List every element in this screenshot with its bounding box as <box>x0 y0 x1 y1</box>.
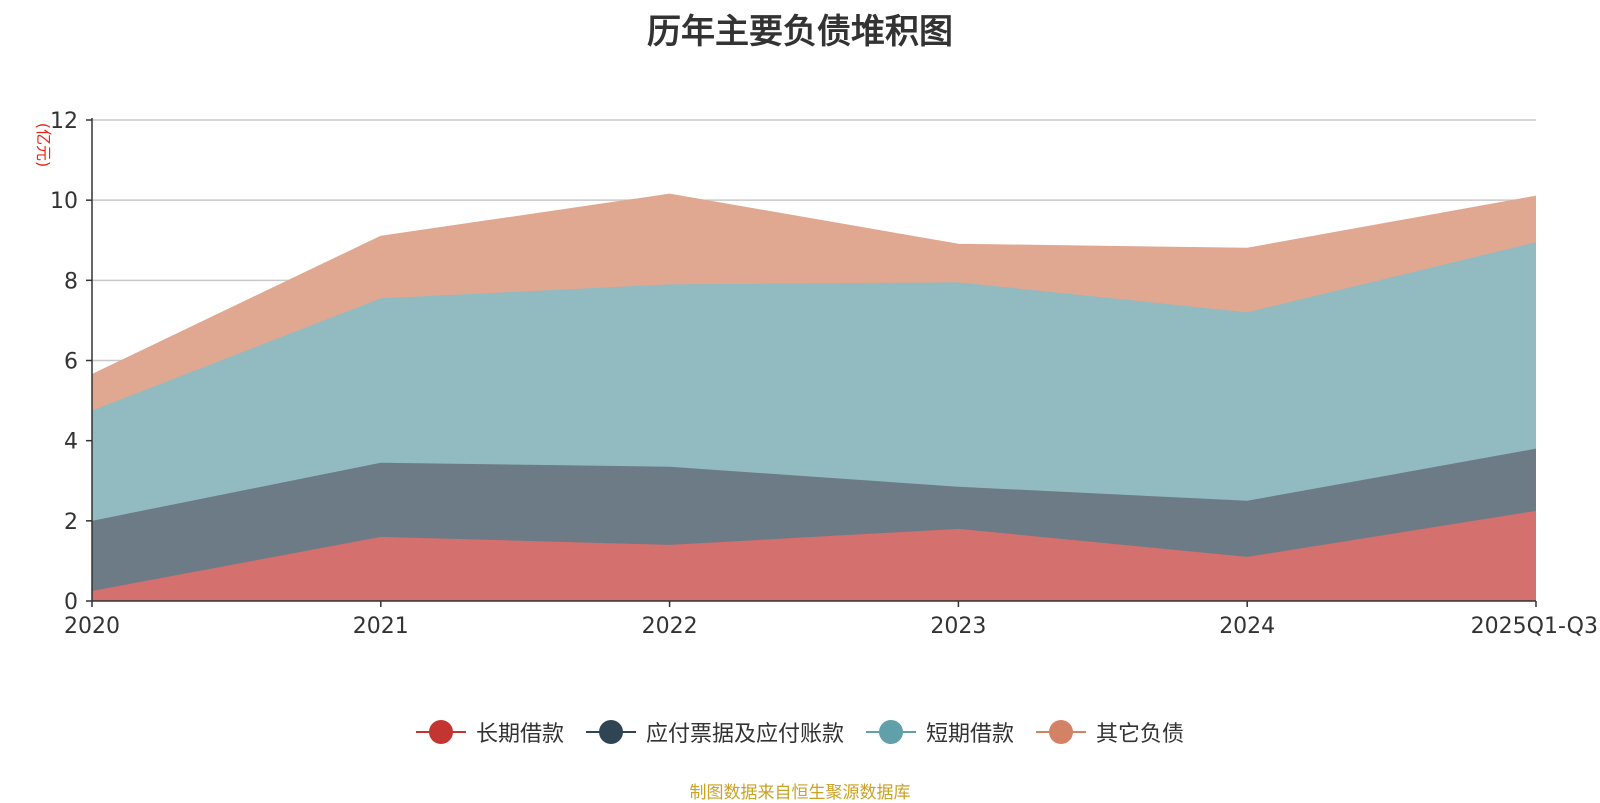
y-axis-unit-label: (亿元) <box>34 123 53 168</box>
axes: 0 2 4 6 8 10 12 2020 2021 2022 2023 2024 2025Q1-Q3 <box>50 109 1598 639</box>
legend-item-3[interactable]: 短期借款 <box>866 716 1014 748</box>
chart-title: 历年主要负债堆积图 <box>647 12 953 52</box>
y-tick-label: 6 <box>64 350 78 375</box>
y-tick-label: 2 <box>64 510 78 535</box>
legend-label: 其它负债 <box>1096 722 1185 747</box>
area-series-edge-4 <box>91 193 1537 375</box>
legend-marker <box>415 720 466 744</box>
legend-label: 应付票据及应付账款 <box>645 722 844 747</box>
x-tick-label: 2021 <box>353 614 409 639</box>
y-tick-label: 12 <box>50 109 78 134</box>
y-tick-label: 0 <box>64 590 78 615</box>
area-series-2 <box>92 448 1536 591</box>
area-series-3 <box>92 242 1536 521</box>
legend-marker <box>1036 720 1087 744</box>
x-tick-label: 2023 <box>930 614 986 639</box>
legend-item-4[interactable]: 其它负债 <box>1036 716 1184 748</box>
legend-marker <box>585 720 636 744</box>
legend: 长期借款 应付票据及应付账款 短期借款 其它负债 <box>0 716 1600 748</box>
legend-marker <box>866 720 916 744</box>
x-tick-label: 2020 <box>64 614 120 639</box>
y-tick-label: 8 <box>64 269 78 294</box>
source-note: 制图数据来自恒生聚源数据库 <box>689 783 911 803</box>
x-tick-label: 2025Q1-Q3 <box>1471 614 1598 639</box>
area-series-4 <box>92 194 1536 411</box>
y-tick-label: 10 <box>50 189 78 214</box>
legend-label: 短期借款 <box>926 722 1015 747</box>
x-tick-label: 2022 <box>642 614 698 639</box>
area-series <box>91 193 1537 601</box>
x-tick-label: 2024 <box>1219 614 1275 639</box>
legend-item-2[interactable]: 应付票据及应付账款 <box>585 716 844 748</box>
legend-item-1[interactable]: 长期借款 <box>415 716 564 748</box>
legend-label: 长期借款 <box>475 722 564 747</box>
y-tick-label: 4 <box>64 430 78 455</box>
area-series-1 <box>92 510 1536 601</box>
